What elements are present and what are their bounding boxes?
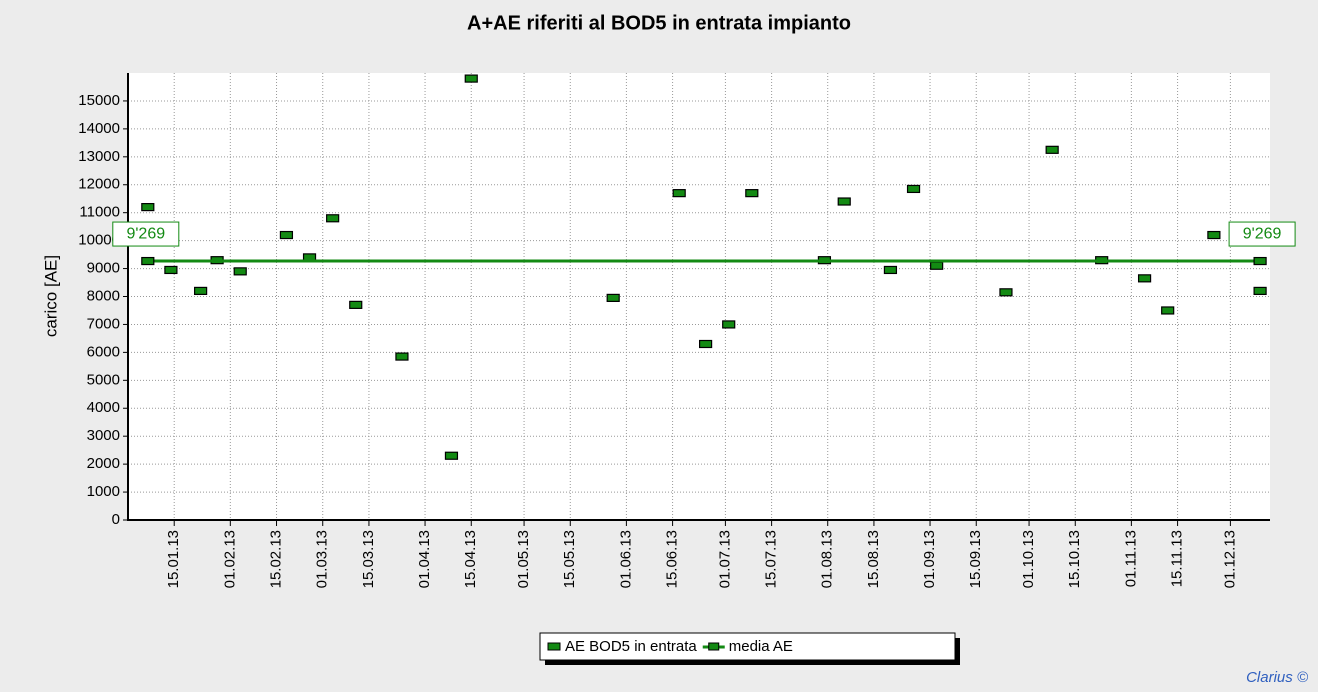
marker — [606, 293, 620, 302]
marker — [930, 261, 944, 270]
marker — [1207, 230, 1221, 240]
x-tick-label: 15.09.13 — [967, 530, 984, 588]
credit: Clarius © — [1246, 669, 1309, 686]
y-tick-label: 8000 — [87, 287, 120, 304]
y-tick-label: 12000 — [78, 176, 120, 193]
y-tick-label: 0 — [112, 511, 120, 528]
chart-title: A+AE riferiti al BOD5 in entrata impiant… — [467, 12, 851, 34]
x-tick-label: 01.07.13 — [716, 530, 733, 588]
marker — [1253, 286, 1267, 296]
y-tick-label: 3000 — [87, 427, 120, 444]
marker — [745, 189, 759, 198]
marker — [1137, 274, 1152, 283]
marker — [349, 300, 363, 309]
marker — [326, 214, 340, 223]
y-tick-label: 7000 — [87, 315, 120, 332]
marker — [906, 184, 921, 194]
marker — [233, 267, 247, 276]
x-tick-label: 15.10.13 — [1066, 530, 1083, 588]
marker — [699, 339, 713, 349]
x-tick-label: 15.02.13 — [267, 530, 284, 588]
y-tick-label: 5000 — [87, 371, 120, 388]
marker — [141, 203, 155, 212]
x-tick-label: 01.09.13 — [921, 530, 938, 588]
legend: AE BOD5 in entrata media AE — [539, 632, 960, 665]
x-tick-label: 01.03.13 — [314, 530, 331, 588]
value-label: 9'269 — [1243, 225, 1282, 242]
x-tick-label: 15.01.13 — [165, 530, 182, 588]
y-tick-label: 11000 — [79, 204, 120, 221]
marker — [141, 256, 155, 266]
x-tick-label: 01.05.13 — [515, 530, 532, 588]
marker — [444, 451, 459, 460]
x-tick-label: 15.08.13 — [865, 530, 882, 588]
x-tick-label: 01.06.13 — [617, 530, 634, 588]
x-tick-label: 01.10.13 — [1020, 530, 1037, 588]
marker — [999, 288, 1013, 297]
marker — [1045, 145, 1059, 154]
marker — [1161, 306, 1175, 315]
legend-marker — [547, 642, 561, 651]
x-tick-label: 15.11.13 — [1169, 530, 1186, 587]
marker — [722, 320, 736, 329]
y-tick-label: 1000 — [87, 483, 120, 500]
x-tick-label: 01.08.13 — [819, 530, 836, 588]
x-tick-label: 01.11.13 — [1122, 530, 1139, 587]
x-tick-label: 15.06.13 — [664, 530, 681, 588]
x-tick-label: 15.03.13 — [360, 530, 377, 588]
value-label: 9'269 — [126, 225, 165, 242]
x-tick-label: 01.02.13 — [221, 530, 238, 588]
marker — [164, 265, 178, 275]
marker — [464, 74, 478, 83]
legend-marker — [708, 642, 720, 651]
legend-box — [539, 632, 956, 661]
y-tick-label: 15000 — [78, 92, 120, 109]
y-tick-label: 4000 — [87, 399, 120, 416]
marker — [837, 197, 851, 206]
marker — [672, 189, 686, 198]
y-tick-label: 2000 — [87, 455, 120, 472]
marker — [1253, 256, 1267, 266]
y-tick-label: 14000 — [78, 120, 120, 137]
legend-label: AE BOD5 in entrata — [565, 638, 697, 655]
marker — [395, 352, 409, 361]
x-tick-label: 15.07.13 — [763, 530, 780, 588]
value-label-box — [112, 221, 180, 247]
x-tick-label: 01.12.13 — [1221, 530, 1238, 588]
x-tick-label: 15.04.13 — [462, 530, 479, 588]
marker — [279, 230, 294, 240]
value-label-box — [1228, 221, 1296, 247]
y-tick-label: 9000 — [87, 260, 120, 277]
y-tick-label: 6000 — [87, 343, 120, 360]
y-tick-label: 10000 — [78, 232, 120, 249]
x-tick-label: 01.04.13 — [416, 530, 433, 588]
marker — [883, 265, 898, 275]
y-tick-label: 13000 — [78, 148, 120, 165]
y-axis-label: carico [AE] — [41, 255, 60, 337]
legend-label: media AE — [729, 638, 793, 655]
marker — [194, 286, 208, 296]
x-tick-label: 15.05.13 — [561, 530, 578, 588]
